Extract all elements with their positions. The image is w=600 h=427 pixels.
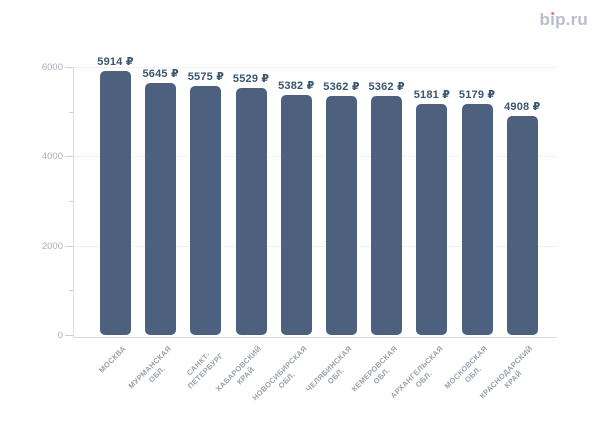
logo-i-dot [550,11,555,16]
bar-value-label: 4908 ₽ [504,100,541,113]
y-tick-major [65,246,73,247]
x-axis-line [73,337,557,338]
bip-logo[interactable]: bı p.ru [539,10,588,30]
bar [145,82,177,335]
bar-value-label: 5362 ₽ [368,80,405,93]
x-category-label: ЧЕЛЯБИНСКАЯ ОБЛ. [304,344,354,394]
y-tick-label: 6000 [41,62,63,73]
bar-value-label: 5181 ₽ [413,88,451,101]
bar [190,86,222,335]
bar-value-label: 5529 ₽ [232,73,270,85]
bar [371,95,403,335]
logo-text-rest: p.ru [555,10,588,29]
y-tick-minor [69,201,73,202]
gridline-4000 [73,156,557,157]
y-tick-label: 0 [57,330,63,341]
bar [506,115,538,335]
bar-value-label: 5645 ₽ [142,67,179,80]
bar [461,103,493,335]
logo-letter-i: ı [550,10,556,29]
y-tick-label: 4000 [41,151,63,162]
x-category-label: МУРМАНСКАЯ ОБЛ. [126,344,174,391]
logo-text-b: b [539,10,551,29]
gridline-6000 [73,67,557,68]
bar [416,103,448,335]
bar-value-label: 5575 ₽ [187,71,225,83]
bar [280,94,312,335]
bar-value-label: 5179 ₽ [458,88,496,101]
y-tick-major [65,67,73,68]
bar-value-label: 5914 ₽ [97,55,134,68]
x-category-label: МОСКВА [97,344,128,375]
y-tick-major [65,335,73,336]
bar-value-label: 5362 ₽ [323,80,360,93]
bar [235,88,267,335]
bar [100,70,131,335]
y-tick-minor [69,112,73,113]
bar [326,95,357,335]
y-axis-line [73,67,74,337]
y-tick-minor [69,290,73,291]
bar-value-label: 5382 ₽ [278,79,315,92]
gridline-2000 [73,246,557,247]
y-tick-major [65,156,73,157]
y-tick-label: 2000 [41,241,63,252]
